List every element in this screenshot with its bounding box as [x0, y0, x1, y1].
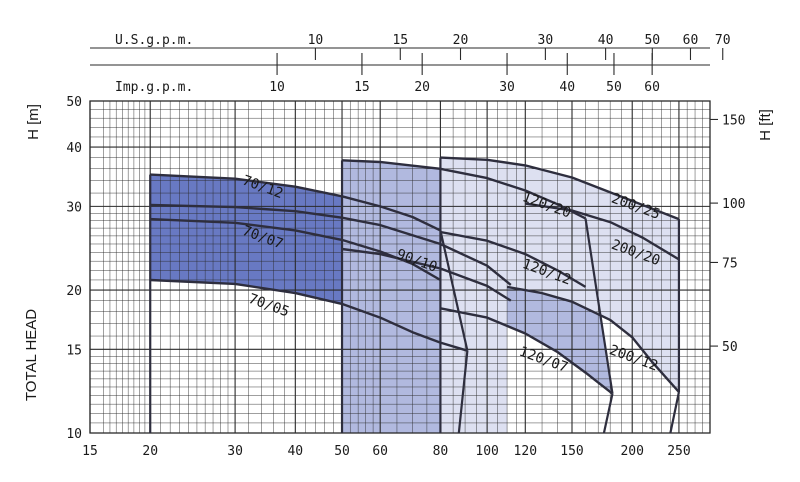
curve-200-20 — [525, 202, 680, 261]
x-tick-label: 50 — [334, 444, 350, 459]
region-edge-max-70 — [439, 230, 469, 351]
y-tick-label: 20 — [66, 284, 82, 299]
curve-120-07 — [440, 307, 614, 395]
y-tick-label: 30 — [66, 200, 82, 215]
y-ft-tick-label: 75 — [722, 256, 738, 271]
top-axis-tick-label: 30 — [499, 80, 515, 95]
top-axis-tick-label: 60 — [644, 80, 660, 95]
grid — [89, 100, 711, 434]
top-axis-tick-label: 20 — [414, 80, 430, 95]
top-axis-tick-label: 20 — [453, 33, 469, 48]
series-regions — [150, 157, 679, 434]
curve-120-12 — [440, 230, 587, 288]
region-edge-max-120 — [584, 218, 614, 394]
top-axis-tick-label: 50 — [606, 80, 622, 95]
top-axis-label-0: U.S.g.p.m. — [115, 33, 193, 48]
top-axis-tick-label: 70 — [715, 33, 731, 48]
y-ft-tick-label: 50 — [722, 340, 738, 355]
region-edge-drop-120 — [602, 393, 614, 434]
y-tick-label: 40 — [66, 141, 82, 156]
y-ft-tick-label: 100 — [722, 197, 745, 212]
x-tick-label: 80 — [433, 444, 449, 459]
x-tick-label: 30 — [227, 444, 243, 459]
axis-ticks: 15 20 30 40 50 60 80 100 120 150 200 25010152030405… — [66, 95, 745, 459]
x-tick-label: 100 — [475, 444, 498, 459]
top-axis-tick-label: 40 — [559, 80, 575, 95]
curve-70-05 — [150, 278, 468, 352]
x-tick-label: 120 — [514, 444, 537, 459]
top-flow-axes: U.S.g.p.m. 10 15 20 30 40 50 60 70 Imp.g.p.m. 10 15… — [90, 33, 731, 95]
plot-frame — [89, 100, 711, 434]
top-axis-tick-label: 30 — [538, 33, 554, 48]
y-axis-unit-label-right: H [ft] — [757, 109, 774, 141]
top-axis-tick-label: 60 — [683, 33, 699, 48]
y-tick-label: 50 — [66, 95, 82, 110]
top-axis-tick-label: 15 — [354, 80, 370, 95]
top-axis-label-1: Imp.g.p.m. — [115, 80, 193, 95]
region-edge-drop-200 — [669, 391, 681, 434]
curve-200-25 — [440, 156, 680, 221]
y-axis-title: TOTAL HEAD — [23, 309, 40, 401]
x-tick-label: 15 — [82, 444, 98, 459]
y-tick-label: 15 — [66, 343, 82, 358]
y-tick-label: 10 — [66, 427, 82, 442]
x-tick-label: 60 — [372, 444, 388, 459]
curve-series-1 — [150, 203, 512, 286]
curve-200-12 — [506, 285, 680, 393]
y-axis-unit-label-left: H [m] — [25, 104, 42, 140]
x-tick-label: 250 — [667, 444, 690, 459]
x-tick-label: 200 — [620, 444, 643, 459]
top-axis-tick-label: 10 — [308, 33, 324, 48]
curve-120-20 — [341, 159, 587, 220]
top-axis-tick-label: 50 — [644, 33, 660, 48]
y-ft-tick-label: 150 — [722, 113, 745, 128]
x-tick-label: 40 — [287, 444, 303, 459]
top-axis-tick-label: 10 — [269, 80, 285, 95]
series-curves — [149, 156, 681, 434]
top-axis-tick-label: 15 — [392, 33, 408, 48]
x-tick-label: 150 — [560, 444, 583, 459]
top-axis-tick-label: 40 — [598, 33, 614, 48]
region-edge-drop-70 — [457, 350, 469, 434]
x-tick-label: 20 — [142, 444, 158, 459]
